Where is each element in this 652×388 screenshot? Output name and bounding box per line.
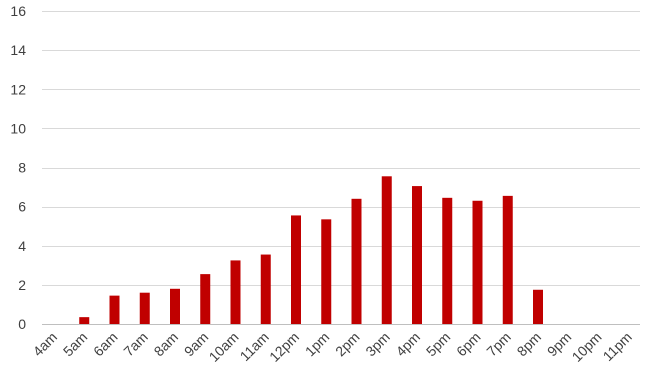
y-tick-label: 6: [18, 199, 26, 215]
y-tick-label: 8: [18, 160, 26, 176]
bar: [291, 215, 301, 324]
x-tick-label: 6pm: [453, 329, 484, 360]
bar: [442, 197, 453, 324]
x-tick-label: 8pm: [514, 329, 545, 360]
x-tick-label: 3pm: [362, 329, 393, 360]
x-tick-label: 4am: [30, 329, 61, 360]
bar: [170, 288, 180, 324]
x-tick-label: 7am: [120, 329, 151, 360]
bar: [200, 274, 211, 324]
x-tick-label: 11pm: [600, 329, 635, 364]
x-tick-label: 6am: [90, 329, 121, 360]
grid-layer: [42, 11, 640, 325]
x-tick-label: 1pm: [302, 329, 333, 360]
bar: [321, 219, 332, 324]
bar: [79, 317, 90, 324]
x-tick-label: 7pm: [483, 329, 514, 360]
x-tick-label: 4pm: [393, 329, 424, 360]
bars: [79, 176, 543, 324]
bar: [472, 200, 483, 324]
bar: [412, 186, 422, 324]
y-axis: 0 2 4 6 8 10 12 14 16: [10, 3, 26, 332]
bar: [230, 260, 241, 324]
y-tick-label: 14: [10, 42, 26, 58]
x-tick-label: 5pm: [423, 329, 454, 360]
bar: [502, 195, 513, 324]
y-tick-label: 2: [18, 277, 26, 293]
y-tick-label: 0: [18, 316, 26, 332]
bar: [139, 292, 150, 324]
bar: [381, 176, 392, 324]
y-tick-label: 12: [10, 81, 26, 97]
y-tick-label: 4: [18, 238, 26, 254]
x-tick-label: 10pm: [569, 329, 605, 365]
x-tick-label: 12pm: [266, 329, 302, 365]
x-tick-label: 8am: [151, 329, 182, 360]
x-tick-label: 10am: [206, 329, 242, 365]
y-tick-label: 16: [10, 3, 26, 19]
x-tick-label: 11am: [237, 329, 272, 364]
x-tick-label: 5am: [60, 329, 91, 360]
bar: [260, 254, 271, 324]
x-tick-label: 2pm: [332, 329, 363, 360]
bar: [533, 289, 543, 324]
y-tick-label: 10: [10, 120, 26, 136]
bar: [351, 198, 362, 324]
bar: [109, 295, 120, 324]
